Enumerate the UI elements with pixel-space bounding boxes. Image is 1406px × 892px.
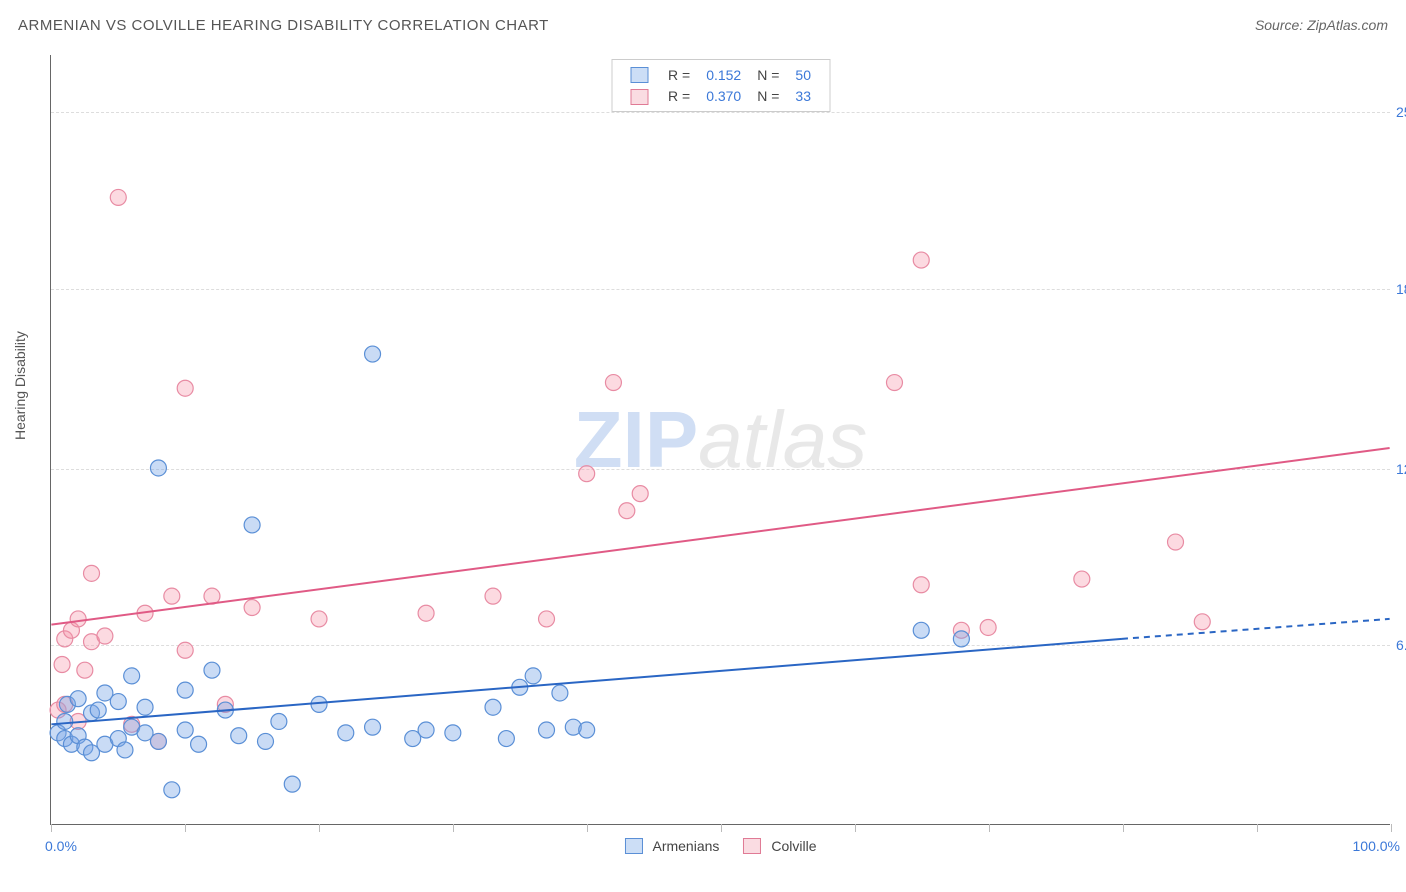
colville-point: [632, 486, 648, 502]
y-tick-label: 18.8%: [1396, 281, 1406, 297]
armenians-point: [110, 694, 126, 710]
colville-point: [177, 642, 193, 658]
legend-label-armenians: Armenians: [652, 838, 719, 854]
page-title: ARMENIAN VS COLVILLE HEARING DISABILITY …: [18, 17, 549, 34]
armenians-point: [258, 733, 274, 749]
correlation-legend: R = 0.152 N = 50 R = 0.370 N = 33: [611, 59, 830, 112]
x-tick: [721, 824, 722, 832]
colville-point: [97, 628, 113, 644]
armenians-point: [418, 722, 434, 738]
armenians-point: [525, 668, 541, 684]
armenians-point: [137, 699, 153, 715]
colville-point: [110, 189, 126, 205]
armenians-point: [124, 668, 140, 684]
armenians-point: [177, 722, 193, 738]
colville-point: [619, 503, 635, 519]
armenians-point: [338, 725, 354, 741]
armenians-point: [539, 722, 555, 738]
colville-point: [418, 605, 434, 621]
colville-point: [485, 588, 501, 604]
armenians-point: [485, 699, 501, 715]
colville-point: [84, 565, 100, 581]
x-axis-min-label: 0.0%: [45, 838, 77, 854]
colville-point: [886, 375, 902, 391]
x-tick: [319, 824, 320, 832]
legend-swatch-armenians-icon: [624, 838, 642, 854]
armenians-point: [191, 736, 207, 752]
armenians-point: [552, 685, 568, 701]
armenians-point: [177, 682, 193, 698]
armenians-point: [150, 460, 166, 476]
colville-point: [605, 375, 621, 391]
armenians-point: [271, 713, 287, 729]
x-tick: [855, 824, 856, 832]
colville-point: [164, 588, 180, 604]
armenians-point: [90, 702, 106, 718]
armenians-point: [57, 713, 73, 729]
chart-plot-area: ZIPatlas R = 0.152 N = 50 R = 0.370 N = …: [50, 55, 1390, 825]
armenians-point: [70, 691, 86, 707]
y-axis-label: Hearing Disability: [12, 331, 28, 440]
source-attribution: Source: ZipAtlas.com: [1255, 17, 1388, 33]
colville-point: [54, 657, 70, 673]
armenians-point: [244, 517, 260, 533]
armenians-point: [365, 719, 381, 735]
armenians-point: [498, 731, 514, 747]
armenians-point: [445, 725, 461, 741]
colville-point: [244, 600, 260, 616]
colville-point: [913, 577, 929, 593]
colville-point: [1194, 614, 1210, 630]
armenians-point: [913, 622, 929, 638]
colville-trendline: [51, 448, 1389, 625]
armenians-point: [231, 728, 247, 744]
x-axis-max-label: 100.0%: [1353, 838, 1400, 854]
armenians-point: [284, 776, 300, 792]
x-tick: [185, 824, 186, 832]
colville-point: [913, 252, 929, 268]
armenians-trendline: [51, 639, 1122, 724]
colville-point: [980, 619, 996, 635]
colville-point: [539, 611, 555, 627]
x-tick: [587, 824, 588, 832]
legend-label-colville: Colville: [771, 838, 816, 854]
x-tick: [1257, 824, 1258, 832]
armenians-point: [117, 742, 133, 758]
x-tick: [51, 824, 52, 832]
x-tick: [1123, 824, 1124, 832]
armenians-point: [365, 346, 381, 362]
legend-swatch-colville: [630, 89, 648, 105]
colville-point: [177, 380, 193, 396]
colville-point: [579, 466, 595, 482]
y-tick-label: 12.5%: [1396, 461, 1406, 477]
x-tick: [453, 824, 454, 832]
colville-point: [77, 662, 93, 678]
chart-svg: [51, 55, 1390, 824]
colville-point: [70, 611, 86, 627]
armenians-point: [579, 722, 595, 738]
series-legend: Armenians Colville: [624, 838, 816, 854]
legend-swatch-armenians: [630, 67, 648, 83]
colville-point: [1168, 534, 1184, 550]
x-tick: [1391, 824, 1392, 832]
armenians-point: [150, 733, 166, 749]
x-tick: [989, 824, 990, 832]
armenians-trendline-extrapolated: [1122, 619, 1390, 639]
y-tick-label: 6.3%: [1396, 637, 1406, 653]
armenians-point: [164, 782, 180, 798]
armenians-point: [204, 662, 220, 678]
armenians-point: [953, 631, 969, 647]
colville-point: [1074, 571, 1090, 587]
colville-point: [311, 611, 327, 627]
y-tick-label: 25.0%: [1396, 104, 1406, 120]
legend-swatch-colville-icon: [743, 838, 761, 854]
